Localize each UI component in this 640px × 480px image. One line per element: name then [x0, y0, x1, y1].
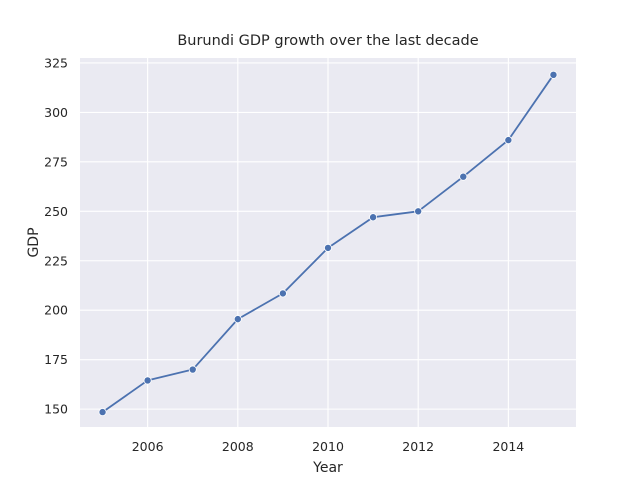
x-tick-label: 2014: [492, 439, 524, 454]
x-axis-title: Year: [312, 460, 343, 476]
data-point: [188, 365, 197, 374]
y-axis-ticks: 150 175 200 225 250 275 300 325: [44, 55, 68, 416]
data-point: [504, 136, 513, 145]
y-axis-title: GDP: [26, 227, 42, 257]
grid: [80, 58, 576, 427]
data-point: [323, 243, 332, 252]
x-tick-label: 2010: [312, 439, 344, 454]
data-point: [278, 289, 287, 298]
data-point: [549, 70, 558, 79]
data-point: [414, 207, 423, 216]
y-tick-label: 325: [44, 55, 68, 70]
x-tick-label: 2012: [402, 439, 434, 454]
data-point: [233, 315, 242, 324]
y-tick-label: 275: [44, 154, 68, 169]
x-tick-label: 2006: [132, 439, 164, 454]
y-tick-label: 300: [44, 105, 68, 120]
data-point: [369, 213, 378, 222]
series-line-group: [98, 70, 558, 417]
y-tick-label: 150: [44, 402, 68, 417]
data-point: [459, 172, 468, 181]
y-tick-label: 200: [44, 303, 68, 318]
chart-title: Burundi GDP growth over the last decade: [177, 33, 478, 49]
data-point: [98, 408, 107, 417]
data-point: [143, 376, 152, 385]
y-tick-label: 175: [44, 352, 68, 367]
y-tick-label: 225: [44, 253, 68, 268]
x-tick-label: 2008: [222, 439, 254, 454]
x-axis-ticks: 2006 2008 2010 2012 2014: [132, 439, 525, 454]
y-tick-label: 250: [44, 204, 68, 219]
